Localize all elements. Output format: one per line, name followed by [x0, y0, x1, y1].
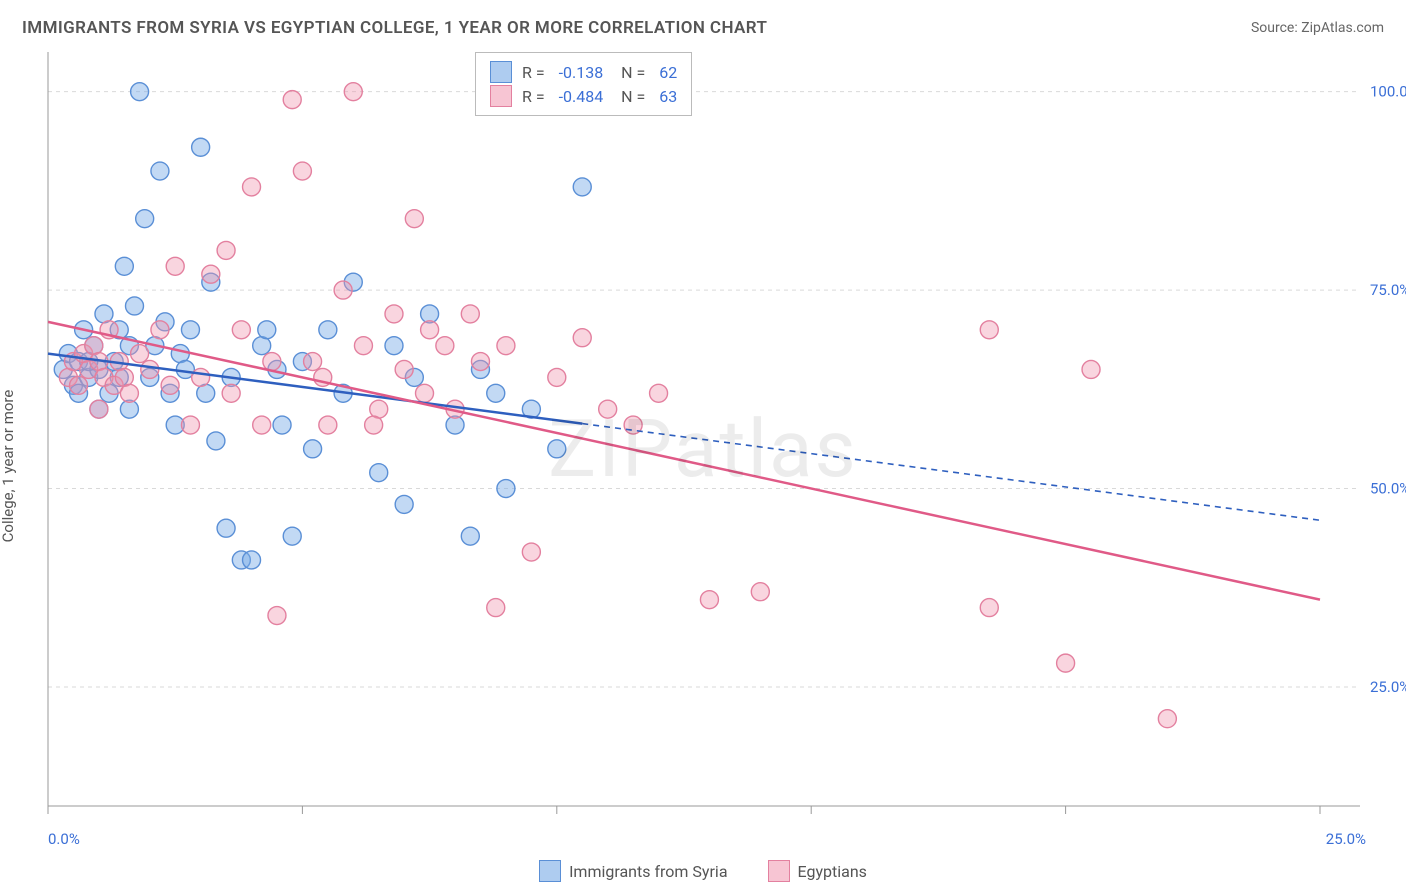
legend-r-value: -0.484: [559, 87, 604, 106]
legend-swatch-egyptians: [490, 85, 512, 107]
legend-n-value: 62: [659, 63, 677, 82]
source-prefix: Source:: [1251, 20, 1301, 36]
legend-label: Egyptians: [798, 862, 867, 881]
legend-r-label: R =: [522, 87, 549, 106]
source-attribution: Source: ZipAtlas.com: [1251, 20, 1384, 36]
legend-swatch-syria: [490, 61, 512, 83]
chart-header: IMMIGRANTS FROM SYRIA VS EGYPTIAN COLLEG…: [0, 0, 1406, 46]
svg-text:50.0%: 50.0%: [1370, 480, 1406, 498]
svg-text:25.0%: 25.0%: [1370, 678, 1406, 696]
legend-n-value: 63: [659, 87, 677, 106]
source-name: ZipAtlas.com: [1301, 20, 1384, 36]
legend-n-label: N =: [613, 87, 649, 106]
legend-item-egyptians: Egyptians: [768, 860, 867, 882]
scatter-chart: 25.0% 50.0% 75.0% 100.0%: [0, 46, 1406, 886]
correlation-legend: R = -0.138 N = 62 R = -0.484 N = 63: [475, 52, 692, 116]
legend-swatch-syria: [539, 860, 561, 882]
svg-text:75.0%: 75.0%: [1370, 281, 1406, 299]
legend-r-value: -0.138: [559, 63, 604, 82]
y-axis-label: College, 1 year or more: [0, 390, 17, 543]
legend-r-label: R =: [522, 63, 549, 82]
legend-swatch-egyptians: [768, 860, 790, 882]
svg-text:100.0%: 100.0%: [1370, 83, 1406, 101]
legend-item-syria: Immigrants from Syria: [539, 860, 727, 882]
legend-row: R = -0.138 N = 62: [490, 61, 677, 83]
series-legend: Immigrants from Syria Egyptians: [0, 860, 1406, 882]
x-axis-max-label: 25.0%: [1326, 830, 1366, 848]
legend-row: R = -0.484 N = 63: [490, 85, 677, 107]
chart-area: College, 1 year or more ZIPatlas 25.0%50…: [0, 46, 1406, 886]
legend-n-label: N =: [613, 63, 649, 82]
x-axis-min-label: 0.0%: [48, 830, 80, 848]
chart-title: IMMIGRANTS FROM SYRIA VS EGYPTIAN COLLEG…: [22, 18, 767, 38]
legend-label: Immigrants from Syria: [569, 862, 727, 881]
